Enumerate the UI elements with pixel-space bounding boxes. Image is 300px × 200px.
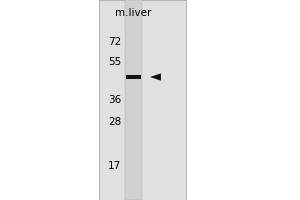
Text: 72: 72 xyxy=(108,37,122,47)
Text: 55: 55 xyxy=(108,57,122,67)
Bar xyxy=(126,75,141,79)
Bar xyxy=(125,0,142,200)
Text: 17: 17 xyxy=(108,161,122,171)
Polygon shape xyxy=(150,73,161,81)
Bar xyxy=(99,0,186,200)
Text: 36: 36 xyxy=(108,95,122,105)
Text: 28: 28 xyxy=(108,117,122,127)
Text: m.liver: m.liver xyxy=(115,8,152,18)
